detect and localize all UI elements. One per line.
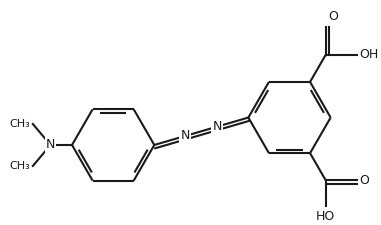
Text: N: N	[181, 129, 190, 142]
Text: O: O	[359, 174, 369, 187]
Text: OH: OH	[359, 48, 378, 61]
Text: O: O	[329, 10, 339, 23]
Text: HO: HO	[316, 210, 335, 223]
Text: CH₃: CH₃	[9, 161, 30, 171]
Text: N: N	[46, 138, 55, 151]
Text: CH₃: CH₃	[9, 119, 30, 129]
Text: N: N	[213, 120, 222, 133]
